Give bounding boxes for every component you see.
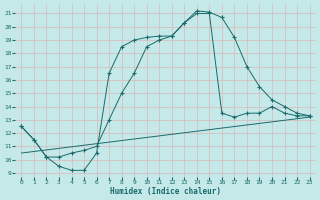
X-axis label: Humidex (Indice chaleur): Humidex (Indice chaleur) xyxy=(110,187,221,196)
